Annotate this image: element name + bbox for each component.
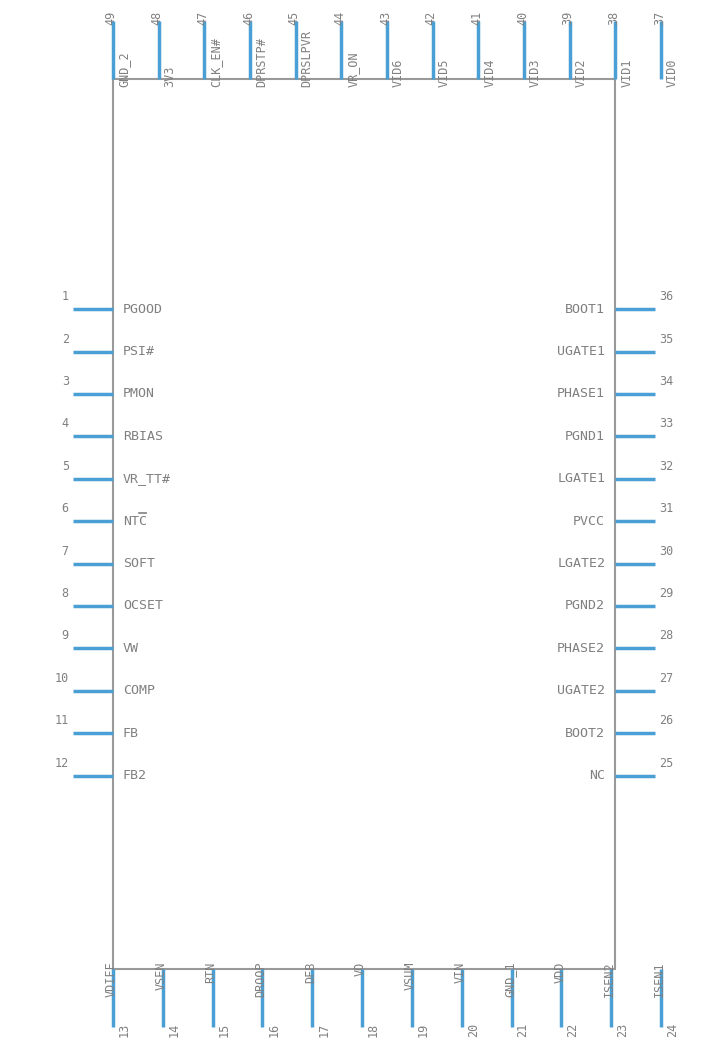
Text: 1: 1 <box>62 290 69 303</box>
Text: 38: 38 <box>607 10 620 25</box>
Text: 36: 36 <box>659 290 673 303</box>
Text: COMP: COMP <box>123 684 155 697</box>
Text: 4: 4 <box>62 417 69 431</box>
Text: BOOT1: BOOT1 <box>565 303 605 315</box>
Text: FB: FB <box>123 726 139 740</box>
Text: 13: 13 <box>118 1023 131 1038</box>
Text: DPRSTP#: DPRSTP# <box>255 37 268 87</box>
Text: VDIFF: VDIFF <box>105 961 118 997</box>
Text: 23: 23 <box>616 1023 629 1038</box>
Text: 48: 48 <box>151 10 164 25</box>
Text: 28: 28 <box>659 630 673 642</box>
Text: VR_ON: VR_ON <box>347 51 359 87</box>
Text: 10: 10 <box>55 672 69 684</box>
Text: 2: 2 <box>62 332 69 346</box>
Text: 44: 44 <box>333 10 347 25</box>
Text: 41: 41 <box>470 10 483 25</box>
Text: LGATE2: LGATE2 <box>557 558 605 570</box>
Text: 20: 20 <box>467 1023 480 1038</box>
Text: VIN: VIN <box>454 961 467 983</box>
Text: GND_2: GND_2 <box>118 51 131 87</box>
Text: 33: 33 <box>659 417 673 431</box>
Text: VID3: VID3 <box>529 58 542 87</box>
Bar <box>113 79 615 969</box>
Text: 8: 8 <box>62 587 69 599</box>
Text: 14: 14 <box>167 1023 181 1038</box>
Text: VID2: VID2 <box>574 58 587 87</box>
Text: 6: 6 <box>62 502 69 516</box>
Text: 31: 31 <box>659 502 673 516</box>
Text: 30: 30 <box>659 545 673 558</box>
Text: 15: 15 <box>218 1023 231 1038</box>
Text: PGND1: PGND1 <box>565 430 605 443</box>
Text: 24: 24 <box>666 1023 679 1038</box>
Text: VO: VO <box>354 961 367 976</box>
Text: VID6: VID6 <box>392 58 405 87</box>
Text: BOOT2: BOOT2 <box>565 726 605 740</box>
Text: 39: 39 <box>562 10 574 25</box>
Text: 9: 9 <box>62 630 69 642</box>
Text: 7: 7 <box>62 545 69 558</box>
Text: 32: 32 <box>659 460 673 473</box>
Text: VSEN: VSEN <box>154 961 167 990</box>
Text: PMON: PMON <box>123 388 155 400</box>
Text: 49: 49 <box>105 10 118 25</box>
Text: 26: 26 <box>659 714 673 727</box>
Text: VW: VW <box>123 641 139 655</box>
Text: 3V3: 3V3 <box>164 65 176 87</box>
Text: PHASE1: PHASE1 <box>557 388 605 400</box>
Text: VID0: VID0 <box>666 58 679 87</box>
Text: 35: 35 <box>659 332 673 346</box>
Text: 12: 12 <box>55 757 69 769</box>
Text: 19: 19 <box>417 1023 430 1038</box>
Text: 17: 17 <box>317 1023 331 1038</box>
Text: DPRSLPVR: DPRSLPVR <box>301 29 314 87</box>
Text: 27: 27 <box>659 672 673 684</box>
Text: CLK_EN#: CLK_EN# <box>209 37 222 87</box>
Text: 46: 46 <box>242 10 255 25</box>
Text: 37: 37 <box>653 10 666 25</box>
Text: PGOOD: PGOOD <box>123 303 163 315</box>
Text: 18: 18 <box>367 1023 380 1038</box>
Text: OCSET: OCSET <box>123 599 163 612</box>
Text: PSI#: PSI# <box>123 345 155 358</box>
Text: NC: NC <box>589 769 605 782</box>
Text: 40: 40 <box>516 10 529 25</box>
Text: 25: 25 <box>659 757 673 769</box>
Text: 45: 45 <box>288 10 301 25</box>
Text: NTC: NTC <box>123 515 147 527</box>
Text: 42: 42 <box>424 10 438 25</box>
Text: FB2: FB2 <box>123 769 147 782</box>
Text: VID1: VID1 <box>620 58 633 87</box>
Text: ISEN2: ISEN2 <box>604 961 616 997</box>
Text: SOFT: SOFT <box>123 558 155 570</box>
Text: PVCC: PVCC <box>573 515 605 527</box>
Text: 43: 43 <box>379 10 392 25</box>
Text: 21: 21 <box>517 1023 529 1038</box>
Text: VID5: VID5 <box>438 58 451 87</box>
Text: PHASE2: PHASE2 <box>557 641 605 655</box>
Text: 47: 47 <box>197 10 209 25</box>
Text: VR_TT#: VR_TT# <box>123 473 171 485</box>
Text: RBIAS: RBIAS <box>123 430 163 443</box>
Text: 11: 11 <box>55 714 69 727</box>
Text: UGATE2: UGATE2 <box>557 684 605 697</box>
Text: VID4: VID4 <box>483 58 496 87</box>
Text: 5: 5 <box>62 460 69 473</box>
Text: UGATE1: UGATE1 <box>557 345 605 358</box>
Text: VSUM: VSUM <box>404 961 417 990</box>
Text: 22: 22 <box>566 1023 579 1038</box>
Text: ISEN1: ISEN1 <box>653 961 666 997</box>
Text: PGND2: PGND2 <box>565 599 605 612</box>
Text: DROOP: DROOP <box>254 961 267 997</box>
Text: 29: 29 <box>659 587 673 599</box>
Text: 3: 3 <box>62 375 69 388</box>
Text: GND_1: GND_1 <box>504 961 517 997</box>
Text: 34: 34 <box>659 375 673 388</box>
Text: LGATE1: LGATE1 <box>557 473 605 485</box>
Text: 16: 16 <box>267 1023 280 1038</box>
Text: DFB: DFB <box>304 961 317 983</box>
Text: VDD: VDD <box>553 961 566 983</box>
Text: RTN: RTN <box>205 961 218 983</box>
